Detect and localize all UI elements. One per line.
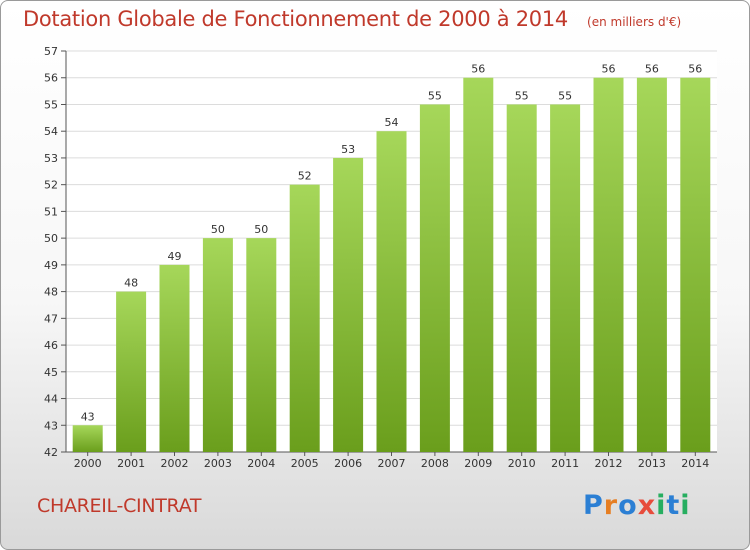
data-label-2003: 50 [211,223,225,236]
bar-2004 [246,238,277,452]
data-label-2001: 48 [124,277,138,290]
chart-subtitle: (en milliers d'€) [587,15,682,29]
data-label-2008: 55 [428,89,442,102]
bar-2013 [636,77,667,452]
x-tick-label-2013: 2013 [638,457,666,470]
y-tick-label: 48 [44,286,58,299]
proxiti-logo: Proxiti [583,490,691,521]
logo-letter: o [618,490,638,521]
x-tick-label-2004: 2004 [247,457,275,470]
bar-2012 [593,77,624,452]
bar-2005 [289,184,320,452]
bar-2000 [72,425,103,452]
x-tick-label-2002: 2002 [161,457,189,470]
bar-2003 [202,238,233,452]
chart-title: Dotation Globale de Fonctionnement de 20… [23,7,568,31]
data-label-2004: 50 [254,223,268,236]
data-label-2002: 49 [168,250,182,263]
logo-letter: P [583,490,604,521]
bar-2014 [680,77,711,452]
y-tick-label: 49 [44,259,58,272]
y-tick-label: 45 [44,366,58,379]
y-tick-label: 42 [44,446,58,459]
y-tick-label: 46 [44,339,58,352]
y-tick-label: 56 [44,72,58,85]
x-tick-label-2008: 2008 [421,457,449,470]
data-label-2005: 52 [298,170,312,183]
x-tick-label-2011: 2011 [551,457,579,470]
y-tick-label: 52 [44,179,58,192]
x-tick-label-2009: 2009 [464,457,492,470]
bar-2006 [333,157,364,452]
logo-letter: x [637,490,657,521]
bar-2007 [376,131,407,452]
logo-letter: i [656,490,667,521]
y-tick-label: 44 [44,393,58,406]
y-tick-label: 57 [44,45,58,58]
data-label-2000: 43 [81,410,95,423]
data-label-2013: 56 [645,63,659,76]
data-label-2006: 53 [341,143,355,156]
y-tick-label: 43 [44,419,58,432]
logo-letter: i [680,490,691,521]
bar-2009 [463,77,494,452]
bar-2010 [506,104,537,452]
data-label-2009: 56 [471,63,485,76]
x-tick-label-2005: 2005 [291,457,319,470]
logo-letter: r [603,490,619,521]
data-label-2007: 54 [385,116,399,129]
x-tick-label-2007: 2007 [378,457,406,470]
data-label-2012: 56 [602,63,616,76]
x-tick-label-2012: 2012 [595,457,623,470]
title-block: Dotation Globale de Fonctionnement de 20… [23,7,681,31]
logo-letter: t [666,490,681,521]
y-tick-label: 47 [44,312,58,325]
x-tick-label-2001: 2001 [117,457,145,470]
y-tick-label: 50 [44,232,58,245]
bar-2001 [116,291,147,452]
x-tick-label-2003: 2003 [204,457,232,470]
bar-2011 [550,104,581,452]
data-label-2010: 55 [515,89,529,102]
bar-2008 [419,104,450,452]
data-label-2011: 55 [558,89,572,102]
x-tick-label-2000: 2000 [74,457,102,470]
commune-name: CHAREIL-CINTRAT [37,495,202,517]
x-tick-label-2010: 2010 [508,457,536,470]
x-tick-label-2014: 2014 [681,457,709,470]
y-tick-label: 55 [44,98,58,111]
x-tick-label-2006: 2006 [334,457,362,470]
y-tick-label: 54 [44,125,58,138]
y-tick-label: 51 [44,205,58,218]
data-label-2014: 56 [688,63,702,76]
y-tick-label: 53 [44,152,58,165]
bar-2002 [159,264,190,452]
